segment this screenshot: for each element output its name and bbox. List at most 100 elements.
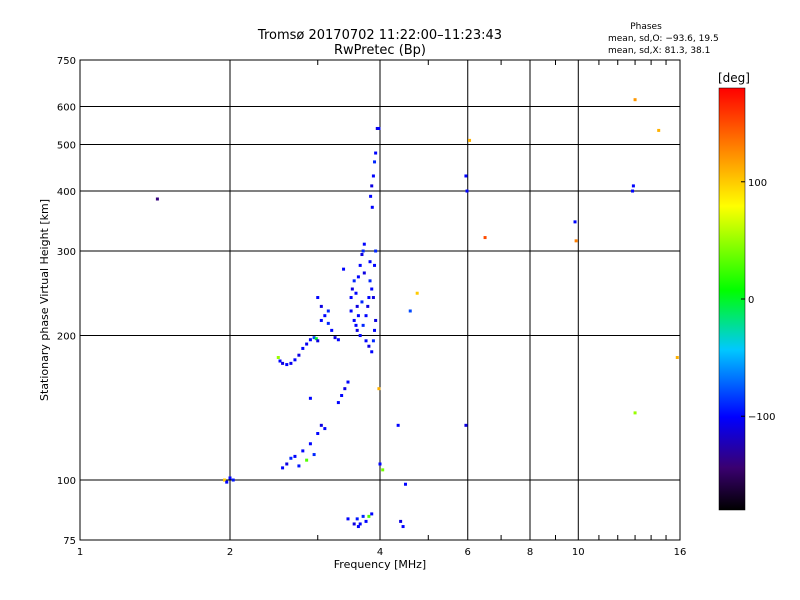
- data-point: [358, 522, 362, 526]
- data-point: [354, 323, 358, 327]
- data-point: [312, 453, 316, 457]
- data-point: [370, 287, 374, 291]
- data-point: [356, 525, 360, 529]
- data-point: [367, 296, 371, 300]
- data-point: [675, 355, 679, 359]
- data-point: [349, 309, 353, 313]
- data-point: [301, 449, 305, 453]
- x-tick-label: 16: [674, 547, 687, 558]
- data-point: [370, 184, 374, 188]
- axis-ticks: 1 2 4 6 8 10 16 75 100 200 300 400 500 600 750: [57, 56, 686, 558]
- data-point: [352, 522, 356, 526]
- data-point: [468, 138, 472, 142]
- data-point: [223, 478, 227, 482]
- plot-frame: [79, 59, 681, 541]
- data-point: [373, 263, 377, 267]
- data-point: [297, 353, 301, 357]
- y-tick-label: 750: [57, 56, 76, 67]
- data-point: [326, 309, 330, 313]
- data-point: [364, 519, 368, 523]
- data-point: [323, 314, 327, 318]
- x-tick-label: 4: [377, 547, 383, 558]
- data-point: [319, 304, 323, 308]
- data-point: [354, 291, 358, 295]
- data-point: [361, 323, 365, 327]
- data-point: [350, 287, 354, 291]
- data-point: [326, 321, 330, 325]
- data-points: [155, 98, 679, 529]
- data-point: [370, 350, 374, 354]
- data-point: [346, 517, 350, 521]
- data-point: [464, 174, 468, 178]
- data-point: [305, 342, 309, 346]
- data-point: [401, 525, 405, 529]
- data-point: [465, 189, 469, 193]
- colorbar-tick-label: 100: [748, 178, 767, 189]
- data-point: [314, 337, 318, 341]
- x-tick-label: 10: [572, 547, 585, 558]
- data-point: [281, 361, 285, 365]
- data-point: [231, 478, 235, 482]
- data-point: [367, 514, 371, 518]
- data-point: [285, 462, 289, 466]
- data-point: [155, 197, 159, 201]
- data-point: [336, 401, 340, 405]
- x-tick-label: 8: [527, 547, 533, 558]
- data-point: [374, 318, 378, 322]
- data-point: [483, 236, 487, 240]
- phase-stats-o: mean, sd,O: −93.6, 19.5: [608, 34, 719, 44]
- y-axis-label: Stationary phase Virtual Height [km]: [38, 199, 51, 401]
- data-point: [371, 174, 375, 178]
- data-point: [308, 396, 312, 400]
- data-point: [657, 128, 661, 132]
- data-point: [301, 346, 305, 350]
- data-point: [403, 482, 407, 486]
- data-point: [305, 458, 309, 462]
- data-point: [319, 318, 323, 322]
- data-point: [371, 296, 375, 300]
- data-point: [308, 338, 312, 342]
- data-point: [368, 260, 372, 264]
- data-point: [366, 304, 370, 308]
- y-tick-label: 100: [57, 476, 76, 487]
- data-point: [364, 314, 368, 318]
- x-axis-label: Frequency [MHz]: [334, 558, 426, 571]
- data-point: [464, 423, 468, 427]
- x-tick-label: 2: [227, 547, 233, 558]
- data-point: [364, 339, 368, 343]
- data-point: [289, 361, 293, 365]
- data-point: [573, 220, 577, 224]
- data-point: [278, 359, 282, 363]
- data-point: [358, 334, 362, 338]
- data-point: [373, 328, 377, 332]
- data-point: [355, 517, 359, 521]
- data-point: [373, 160, 377, 164]
- data-point: [355, 304, 359, 308]
- data-point: [316, 296, 320, 300]
- data-point: [377, 126, 381, 130]
- data-point: [361, 514, 365, 518]
- data-point: [371, 339, 375, 343]
- chart-subtitle: RwPretec (Bp): [334, 43, 426, 58]
- data-point: [367, 344, 371, 348]
- data-point: [360, 300, 364, 304]
- data-point: [342, 267, 346, 271]
- data-point: [319, 423, 323, 427]
- data-point: [378, 462, 382, 466]
- colorbar-label: [deg]: [718, 71, 750, 85]
- data-point: [312, 336, 316, 340]
- data-point: [349, 296, 353, 300]
- phase-stats-x: mean, sd,X: 81.3, 38.1: [608, 46, 710, 56]
- data-point: [631, 189, 635, 193]
- data-point: [374, 249, 378, 253]
- data-point: [368, 279, 372, 283]
- data-point: [340, 394, 344, 398]
- chart-title: Tromsø 20170702 11:22:00–11:23:43: [257, 28, 502, 43]
- y-tick-label: 300: [57, 247, 76, 258]
- colorbar-tick-label: 0: [748, 295, 754, 306]
- data-point: [355, 328, 359, 332]
- data-point: [369, 194, 373, 198]
- colorbar: [718, 87, 746, 511]
- x-tick-label: 1: [77, 547, 83, 558]
